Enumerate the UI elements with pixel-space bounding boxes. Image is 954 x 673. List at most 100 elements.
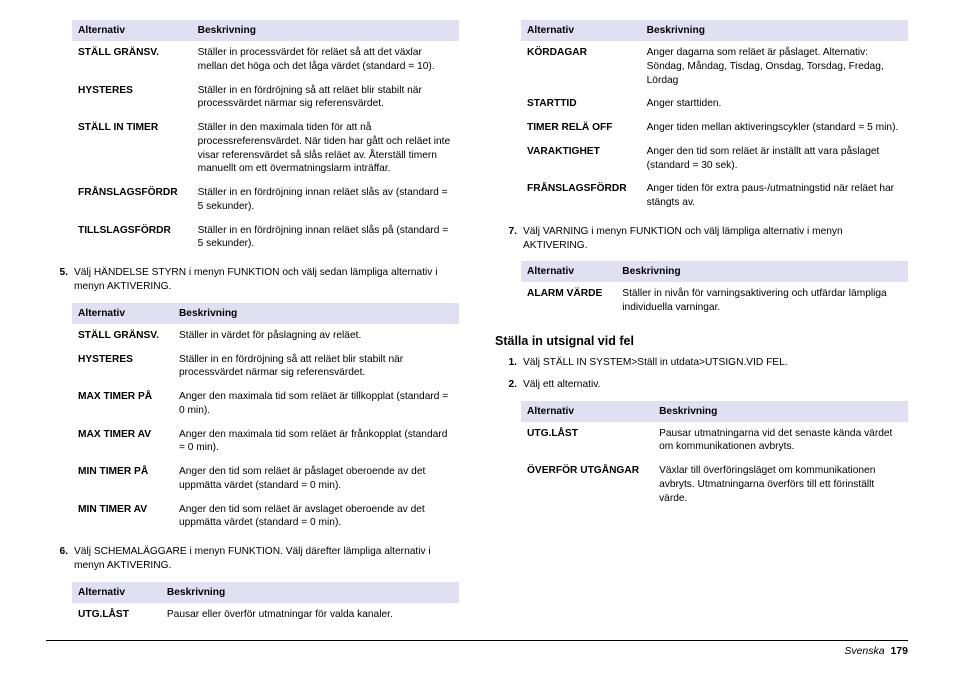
table-row: KÖRDAGARAnger dagarna som reläet är påsl…: [521, 41, 908, 92]
step-text: Välj ett alternativ.: [523, 378, 908, 392]
table-5: Alternativ Beskrivning ALARM VÄRDEStälle…: [521, 261, 908, 320]
option-description: Anger tiden mellan aktiveringscykler (st…: [641, 116, 908, 140]
option-description: Ställer in processvärdet för reläet så a…: [192, 41, 459, 79]
option-description: Ställer in en fördröjning så att reläet …: [192, 79, 459, 117]
option-name: ALARM VÄRDE: [521, 282, 616, 320]
table-1: Alternativ Beskrivning STÄLL GRÄNSV.Stäl…: [72, 20, 459, 256]
option-description: Pausar utmatningarna vid det senaste kän…: [653, 422, 908, 460]
col-header-alt: Alternativ: [521, 261, 616, 282]
step-text: Välj SCHEMALÄGGARE i menyn FUNKTION. Väl…: [74, 545, 459, 574]
option-description: Anger tiden för extra paus-/utmatningsti…: [641, 177, 908, 215]
right-column: Alternativ Beskrivning KÖRDAGARAnger dag…: [495, 20, 908, 637]
step-text: Välj HÄNDELSE STYRN i menyn FUNKTION och…: [74, 266, 459, 295]
option-name: VARAKTIGHET: [521, 140, 641, 178]
table-row: MIN TIMER AVAnger den tid som reläet är …: [72, 498, 459, 536]
option-name: KÖRDAGAR: [521, 41, 641, 92]
option-description: Anger starttiden.: [641, 92, 908, 116]
left-column: Alternativ Beskrivning STÄLL GRÄNSV.Stäl…: [46, 20, 459, 637]
table-row: ALARM VÄRDEStäller in nivån för varnings…: [521, 282, 908, 320]
option-description: Anger den tid som reläet är avslaget obe…: [173, 498, 459, 536]
option-name: HYSTERES: [72, 348, 173, 386]
footer-language: Svenska: [844, 645, 884, 657]
option-description: Anger den tid som reläet är inställt att…: [641, 140, 908, 178]
step-7: 7. Välj VARNING i menyn FUNKTION och väl…: [495, 225, 908, 254]
option-name: MAX TIMER AV: [72, 423, 173, 461]
table-row: STÄLL GRÄNSV.Ställer in processvärdet fö…: [72, 41, 459, 79]
table-row: FRÅNSLAGSFÖRDRAnger tiden för extra paus…: [521, 177, 908, 215]
option-name: STÄLL GRÄNSV.: [72, 41, 192, 79]
col-header-alt: Alternativ: [72, 20, 192, 41]
option-name: STÄLL IN TIMER: [72, 116, 192, 181]
step-number: 1.: [495, 356, 523, 370]
table-row: STÄLL IN TIMERStäller in den maximala ti…: [72, 116, 459, 181]
option-description: Pausar eller överför utmatningar för val…: [161, 603, 459, 627]
option-description: Ställer in nivån för varningsaktivering …: [616, 282, 908, 320]
table-row: TIMER RELÄ OFFAnger tiden mellan aktiver…: [521, 116, 908, 140]
option-description: Ställer in en fördröjning innan reläet s…: [192, 219, 459, 257]
col-header-alt: Alternativ: [72, 582, 161, 603]
page: Alternativ Beskrivning STÄLL GRÄNSV.Stäl…: [0, 0, 954, 673]
step-number: 6.: [46, 545, 74, 574]
option-name: STÄLL GRÄNSV.: [72, 324, 173, 348]
option-description: Anger den maximala tid som reläet är til…: [173, 385, 459, 423]
col-header-desc: Beskrivning: [616, 261, 908, 282]
option-name: HYSTERES: [72, 79, 192, 117]
option-name: TIMER RELÄ OFF: [521, 116, 641, 140]
step-2-2: 2. Välj ett alternativ.: [495, 378, 908, 392]
table-row: UTG.LÅSTPausar eller överför utmatningar…: [72, 603, 459, 627]
table-row: TILLSLAGSFÖRDRStäller in en fördröjning …: [72, 219, 459, 257]
table-3: Alternativ Beskrivning UTG.LÅSTPausar el…: [72, 582, 459, 627]
option-name: FRÅNSLAGSFÖRDR: [521, 177, 641, 215]
table-row: HYSTERESStäller in en fördröjning så att…: [72, 79, 459, 117]
option-name: MIN TIMER PÅ: [72, 460, 173, 498]
table-row: ÖVERFÖR UTGÅNGARVäxlar till överföringsl…: [521, 459, 908, 510]
option-description: Ställer in värdet för påslagning av relä…: [173, 324, 459, 348]
step-number: 7.: [495, 225, 523, 254]
table-row: STÄLL GRÄNSV.Ställer in värdet för påsla…: [72, 324, 459, 348]
option-description: Ställer in den maximala tiden för att nå…: [192, 116, 459, 181]
col-header-alt: Alternativ: [72, 303, 173, 324]
option-description: Anger dagarna som reläet är påslaget. Al…: [641, 41, 908, 92]
table-row: MAX TIMER PÅAnger den maximala tid som r…: [72, 385, 459, 423]
table-row: MAX TIMER AVAnger den maximala tid som r…: [72, 423, 459, 461]
option-description: Ställer in en fördröjning innan reläet s…: [192, 181, 459, 219]
footer-page-number: 179: [890, 645, 908, 657]
table-row: FRÅNSLAGSFÖRDRStäller in en fördröjning …: [72, 181, 459, 219]
option-name: ÖVERFÖR UTGÅNGAR: [521, 459, 653, 510]
table-6: Alternativ Beskrivning UTG.LÅSTPausar ut…: [521, 401, 908, 511]
col-header-desc: Beskrivning: [161, 582, 459, 603]
step-number: 5.: [46, 266, 74, 295]
option-name: MAX TIMER PÅ: [72, 385, 173, 423]
option-name: TILLSLAGSFÖRDR: [72, 219, 192, 257]
col-header-alt: Alternativ: [521, 401, 653, 422]
option-name: STARTTID: [521, 92, 641, 116]
table-row: STARTTIDAnger starttiden.: [521, 92, 908, 116]
table-row: MIN TIMER PÅAnger den tid som reläet är …: [72, 460, 459, 498]
option-description: Växlar till överföringsläget om kommunik…: [653, 459, 908, 510]
option-name: UTG.LÅST: [521, 422, 653, 460]
option-description: Anger den tid som reläet är påslaget obe…: [173, 460, 459, 498]
col-header-desc: Beskrivning: [653, 401, 908, 422]
option-name: FRÅNSLAGSFÖRDR: [72, 181, 192, 219]
option-description: Anger den maximala tid som reläet är frå…: [173, 423, 459, 461]
step-number: 2.: [495, 378, 523, 392]
table-row: UTG.LÅSTPausar utmatningarna vid det sen…: [521, 422, 908, 460]
step-2-1: 1. Välj STÄLL IN SYSTEM>Ställ in utdata>…: [495, 356, 908, 370]
option-name: UTG.LÅST: [72, 603, 161, 627]
table-2: Alternativ Beskrivning STÄLL GRÄNSV.Stäl…: [72, 303, 459, 535]
table-4: Alternativ Beskrivning KÖRDAGARAnger dag…: [521, 20, 908, 215]
step-6: 6. Välj SCHEMALÄGGARE i menyn FUNKTION. …: [46, 545, 459, 574]
table-row: VARAKTIGHETAnger den tid som reläet är i…: [521, 140, 908, 178]
col-header-desc: Beskrivning: [641, 20, 908, 41]
col-header-desc: Beskrivning: [192, 20, 459, 41]
page-footer: Svenska 179: [46, 640, 908, 657]
step-text: Välj STÄLL IN SYSTEM>Ställ in utdata>UTS…: [523, 356, 908, 370]
col-header-alt: Alternativ: [521, 20, 641, 41]
col-header-desc: Beskrivning: [173, 303, 459, 324]
step-text: Välj VARNING i menyn FUNKTION och välj l…: [523, 225, 908, 254]
step-5: 5. Välj HÄNDELSE STYRN i menyn FUNKTION …: [46, 266, 459, 295]
section-heading: Ställa in utsignal vid fel: [495, 334, 908, 348]
table-row: HYSTERESStäller in en fördröjning så att…: [72, 348, 459, 386]
two-column-layout: Alternativ Beskrivning STÄLL GRÄNSV.Stäl…: [46, 20, 908, 637]
option-name: MIN TIMER AV: [72, 498, 173, 536]
